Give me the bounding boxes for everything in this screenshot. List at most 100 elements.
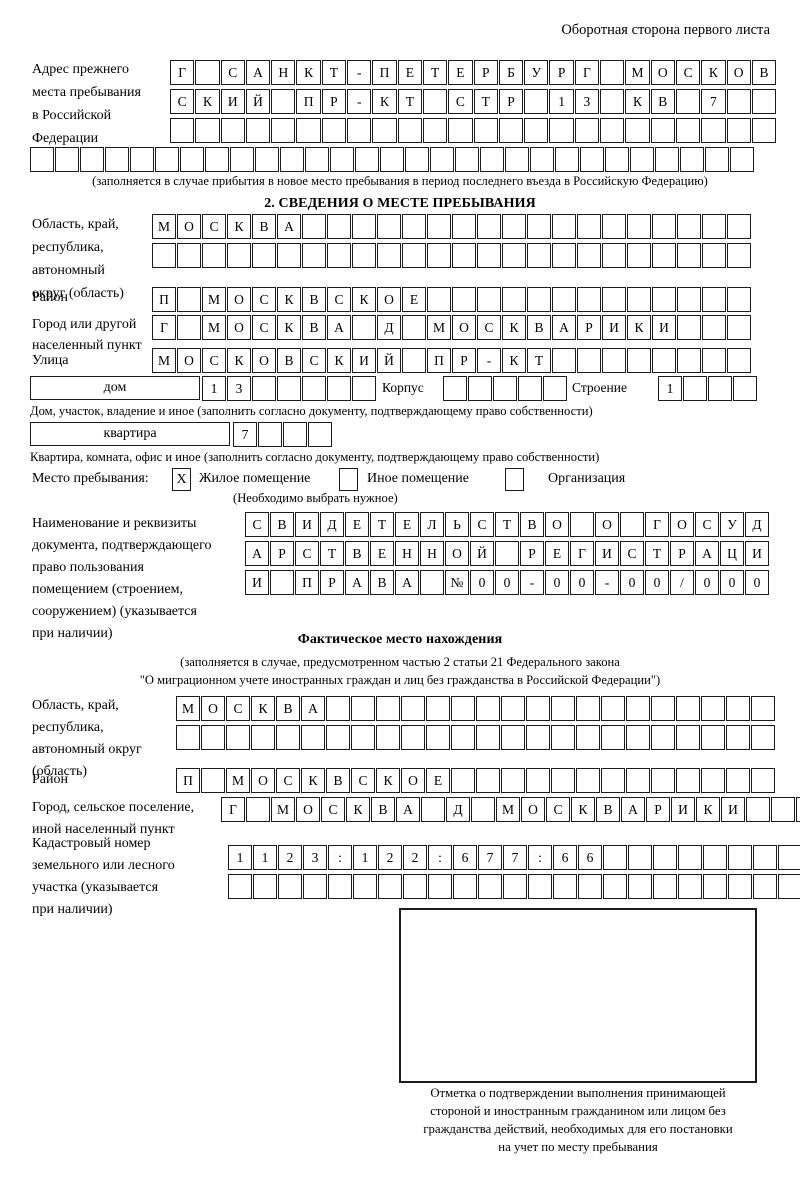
char-cell[interactable] bbox=[552, 348, 576, 373]
stay-type-checkbox-organization[interactable] bbox=[505, 468, 524, 491]
char-cell[interactable]: С bbox=[202, 348, 226, 373]
char-cell[interactable] bbox=[603, 874, 627, 899]
char-cell[interactable] bbox=[252, 376, 276, 401]
char-cell[interactable]: Т bbox=[422, 60, 448, 85]
char-cell[interactable]: 1 bbox=[549, 89, 574, 114]
char-cell[interactable]: И bbox=[671, 797, 695, 822]
char-cell[interactable]: 6 bbox=[453, 845, 477, 870]
char-cell[interactable]: Й bbox=[245, 89, 271, 114]
char-cell[interactable]: И bbox=[721, 797, 745, 822]
char-cell[interactable] bbox=[602, 348, 626, 373]
char-cell[interactable]: 2 bbox=[278, 845, 302, 870]
char-cell[interactable] bbox=[451, 725, 475, 750]
char-cell[interactable]: О bbox=[201, 696, 225, 721]
char-cell[interactable] bbox=[651, 768, 675, 793]
korpus-cells[interactable] bbox=[443, 376, 567, 401]
char-cell[interactable] bbox=[303, 874, 327, 899]
char-cell[interactable]: А bbox=[552, 315, 576, 340]
char-cell[interactable] bbox=[751, 89, 777, 114]
char-cell[interactable]: Н bbox=[271, 60, 296, 85]
char-cell[interactable]: С bbox=[351, 768, 375, 793]
char-cell[interactable] bbox=[30, 147, 54, 172]
char-cell[interactable] bbox=[305, 147, 329, 172]
char-cell[interactable] bbox=[180, 147, 204, 172]
char-cell[interactable]: К bbox=[701, 60, 726, 85]
char-cell[interactable] bbox=[751, 768, 775, 793]
char-cell[interactable] bbox=[705, 147, 729, 172]
char-cell[interactable] bbox=[677, 243, 701, 268]
char-cell[interactable] bbox=[377, 214, 401, 239]
char-cell[interactable] bbox=[574, 118, 600, 143]
char-cell[interactable] bbox=[551, 696, 575, 721]
char-cell[interactable] bbox=[605, 147, 629, 172]
char-cell[interactable] bbox=[105, 147, 129, 172]
char-cell[interactable] bbox=[397, 118, 422, 143]
char-cell[interactable]: К bbox=[625, 89, 650, 114]
char-cell[interactable]: К bbox=[277, 287, 301, 312]
char-cell[interactable] bbox=[577, 214, 601, 239]
char-cell[interactable] bbox=[701, 725, 725, 750]
char-cell[interactable] bbox=[677, 348, 701, 373]
char-cell[interactable] bbox=[376, 696, 400, 721]
char-cell[interactable] bbox=[527, 214, 551, 239]
char-cell[interactable]: В bbox=[371, 797, 395, 822]
char-cell[interactable]: С bbox=[477, 315, 501, 340]
char-cell[interactable] bbox=[177, 287, 201, 312]
char-cell[interactable] bbox=[726, 725, 750, 750]
char-cell[interactable]: Р bbox=[577, 315, 601, 340]
char-cell[interactable] bbox=[501, 696, 525, 721]
char-cell[interactable] bbox=[477, 287, 501, 312]
char-cell[interactable]: В bbox=[520, 512, 544, 537]
char-cell[interactable] bbox=[277, 243, 301, 268]
char-cell[interactable] bbox=[626, 725, 650, 750]
char-cell[interactable]: К bbox=[346, 797, 370, 822]
char-cell[interactable]: 7 bbox=[701, 89, 726, 114]
char-cell[interactable]: 0 bbox=[695, 570, 719, 595]
char-cell[interactable] bbox=[451, 768, 475, 793]
char-cell[interactable]: А bbox=[245, 60, 271, 85]
char-cell[interactable] bbox=[526, 768, 550, 793]
char-cell[interactable] bbox=[651, 725, 675, 750]
char-cell[interactable] bbox=[468, 376, 492, 401]
char-cell[interactable] bbox=[327, 214, 351, 239]
char-cell[interactable]: И bbox=[595, 541, 619, 566]
char-cell[interactable] bbox=[155, 147, 179, 172]
char-cell[interactable]: М bbox=[152, 214, 176, 239]
char-cell[interactable] bbox=[246, 797, 270, 822]
char-cell[interactable] bbox=[452, 214, 476, 239]
char-cell[interactable]: - bbox=[520, 570, 544, 595]
char-cell[interactable]: О bbox=[670, 512, 694, 537]
char-cell[interactable] bbox=[327, 376, 351, 401]
char-cell[interactable] bbox=[651, 696, 675, 721]
prev-address-row-3[interactable] bbox=[170, 118, 777, 143]
char-cell[interactable] bbox=[480, 147, 504, 172]
char-cell[interactable] bbox=[352, 376, 376, 401]
char-cell[interactable]: К bbox=[227, 214, 251, 239]
char-cell[interactable] bbox=[205, 147, 229, 172]
char-cell[interactable]: В bbox=[527, 315, 551, 340]
char-cell[interactable] bbox=[703, 874, 727, 899]
char-cell[interactable]: П bbox=[295, 570, 319, 595]
char-cell[interactable]: Д bbox=[320, 512, 344, 537]
doc-row-3[interactable]: И П Р А В А № 0 0-0 0-0 0/0 0 0 bbox=[245, 570, 769, 595]
char-cell[interactable]: О bbox=[445, 541, 469, 566]
char-cell[interactable]: 0 bbox=[470, 570, 494, 595]
char-cell[interactable]: Е bbox=[370, 541, 394, 566]
char-cell[interactable]: А bbox=[327, 315, 351, 340]
char-cell[interactable] bbox=[401, 696, 425, 721]
char-cell[interactable] bbox=[678, 874, 702, 899]
char-cell[interactable] bbox=[677, 287, 701, 312]
char-cell[interactable] bbox=[555, 147, 579, 172]
char-cell[interactable]: А bbox=[695, 541, 719, 566]
char-cell[interactable] bbox=[308, 422, 332, 447]
char-cell[interactable]: У bbox=[720, 512, 744, 537]
char-cell[interactable] bbox=[676, 725, 700, 750]
char-cell[interactable]: : bbox=[428, 845, 452, 870]
char-cell[interactable] bbox=[600, 118, 625, 143]
char-cell[interactable]: И bbox=[245, 570, 269, 595]
